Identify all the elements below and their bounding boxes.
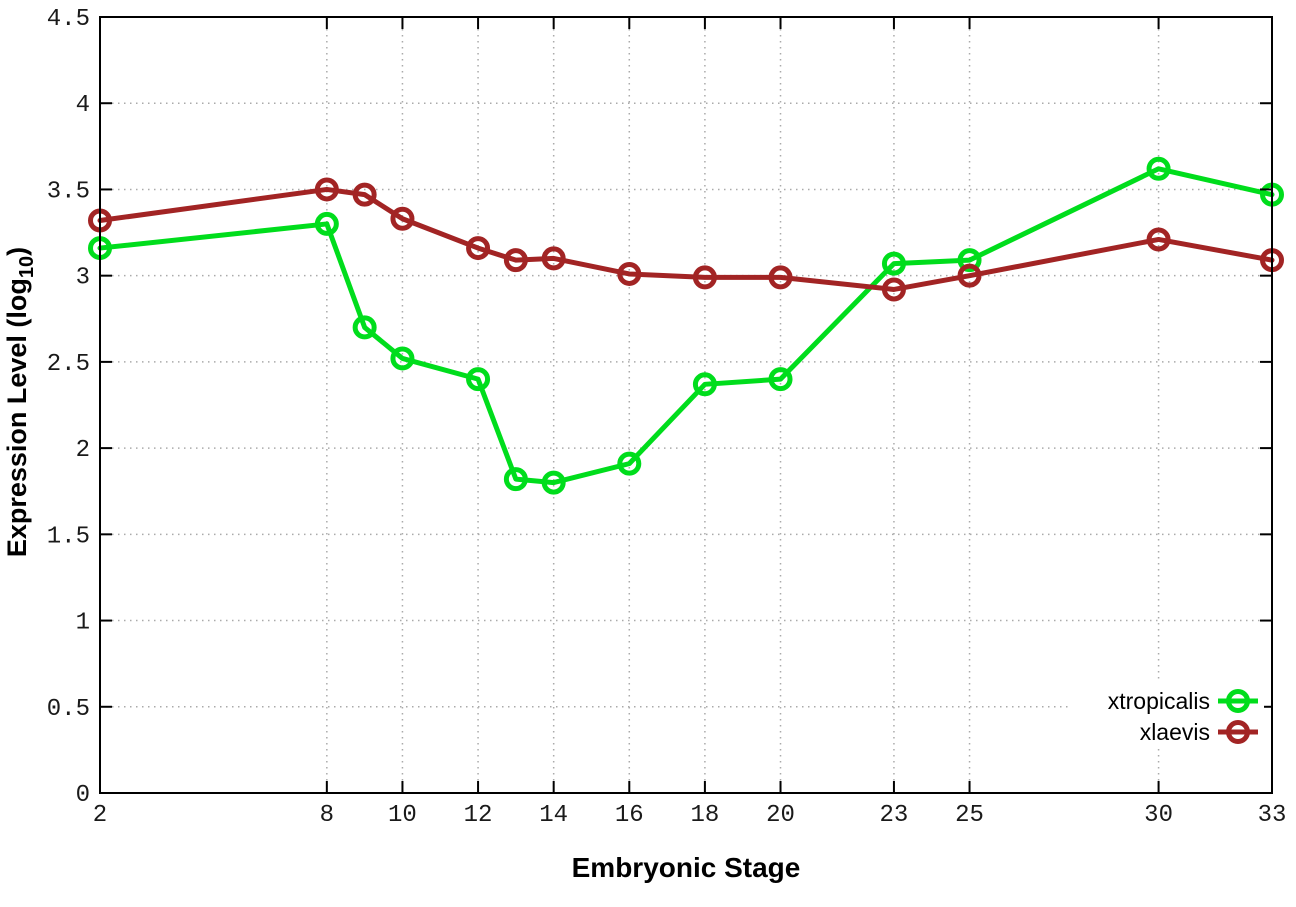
x-axis-label: Embryonic Stage [572, 852, 801, 883]
y-axis-label: Expression Level (log10) [2, 247, 38, 557]
axis-ticks [99, 16, 1273, 794]
data-point-xtropicalis [352, 315, 377, 340]
data-point-xlaevis [768, 265, 793, 290]
data-point-xtropicalis [881, 251, 906, 276]
data-point-xlaevis [881, 277, 906, 302]
data-point-xlaevis [1146, 227, 1171, 252]
data-point-xlaevis [466, 236, 491, 261]
tick-labels: 2 8 10 12 14 16 18 20 23 25 30 33 0 0.5 1 1.5 2 2.5 3 3.5 4 4… [47, 6, 1287, 829]
data-point-xtropicalis [314, 211, 339, 236]
data-point-xlaevis [352, 182, 377, 207]
data-point-xtropicalis [957, 248, 982, 273]
x-tick-label: 16 [615, 802, 644, 829]
data-point-xtropicalis [768, 367, 793, 392]
x-tick-label: 12 [464, 802, 493, 829]
x-tick-label: 18 [690, 802, 719, 829]
data-point-xlaevis [390, 206, 415, 231]
y-tick-label: 1.5 [47, 523, 90, 550]
x-tick-label: 23 [880, 802, 909, 829]
data-point-xtropicalis [692, 372, 717, 397]
y-tick-label: 0.5 [47, 696, 90, 723]
data-point-xlaevis [617, 261, 642, 286]
y-tick-label: 3.5 [47, 178, 90, 205]
data-point-xtropicalis [466, 367, 491, 392]
x-tick-label: 20 [766, 802, 795, 829]
y-tick-label: 4 [76, 92, 90, 119]
y-tick-label: 0 [76, 782, 90, 809]
y-tick-label: 2 [76, 437, 90, 464]
data-point-xlaevis [692, 265, 717, 290]
legend: xtropicalis xlaevis [1072, 683, 1264, 749]
legend-label-xtropicalis: xtropicalis [1108, 688, 1210, 714]
data-point-xlaevis [503, 248, 528, 273]
data-point-xtropicalis [541, 470, 566, 495]
x-tick-label: 14 [539, 802, 568, 829]
y-tick-label: 2.5 [47, 351, 90, 378]
y-axis-label-subscript: 10 [16, 256, 38, 278]
x-tick-label: 10 [388, 802, 417, 829]
data-point-xtropicalis [617, 451, 642, 476]
legend-label-xlaevis: xlaevis [1140, 719, 1210, 745]
x-tick-label: 2 [93, 802, 107, 829]
data-point-xtropicalis [1146, 156, 1171, 181]
data-point-xlaevis [314, 177, 339, 202]
plot-border-rect [99, 16, 1273, 794]
legend-sample-marker-xlaevis [1226, 720, 1250, 744]
plot-border [99, 16, 1273, 794]
legend-sample-marker-xtropicalis [1226, 689, 1250, 713]
x-tick-label: 25 [955, 802, 984, 829]
x-tick-label: 33 [1258, 802, 1287, 829]
y-tick-label: 3 [76, 265, 90, 292]
data-point-xlaevis [541, 246, 566, 271]
y-axis-label-main: Expression Level (log [2, 278, 32, 557]
y-axis-label-end: ) [2, 247, 32, 256]
data-point-xtropicalis [390, 346, 415, 371]
data-point-xlaevis [957, 263, 982, 288]
x-tick-label: 8 [320, 802, 334, 829]
y-tick-label: 1 [76, 610, 90, 637]
y-tick-label: 4.5 [47, 6, 90, 33]
data-point-xtropicalis [503, 467, 528, 492]
series-xtropicalis [88, 156, 1284, 495]
x-tick-label: 30 [1144, 802, 1173, 829]
